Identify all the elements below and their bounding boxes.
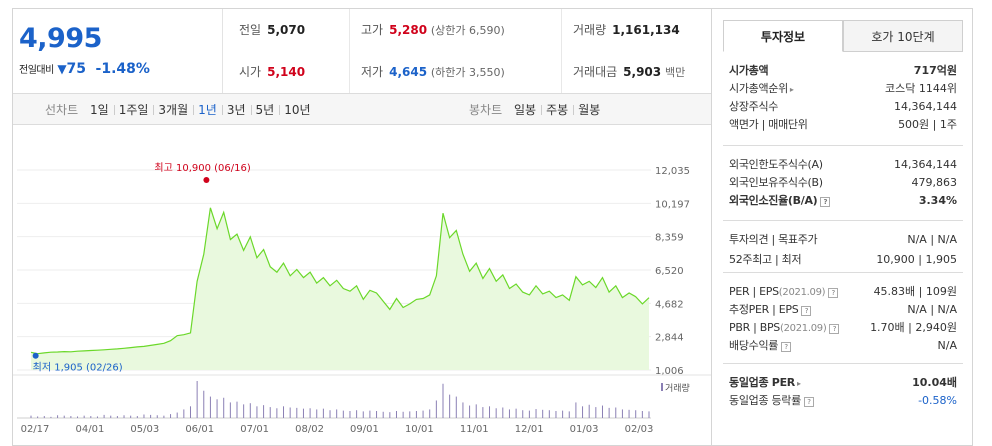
industry-section: 동일업종 PER ▸ 10.04배 동일업종 등락률? -0.58%: [723, 363, 963, 407]
help-icon[interactable]: ?: [803, 397, 814, 407]
foreign-ratio-row: 외국인소진율(B/A)? 3.34%: [729, 194, 957, 207]
trade-value: 거래대금 5,903 백만: [561, 51, 713, 93]
period-option-2[interactable]: 3개월: [153, 94, 193, 126]
help-icon[interactable]: ?: [820, 197, 831, 207]
tab-order-book[interactable]: 호가 10단계: [843, 20, 963, 52]
industry-per-row[interactable]: 동일업종 PER ▸ 10.04배: [729, 376, 957, 389]
high-annotation: 최고 10,900 (06/16): [154, 162, 250, 174]
high-price: 고가 5,280 (상한가 6,590): [349, 9, 561, 51]
investment-info-panel: 투자정보 호가 10단계 시가총액 717억원 시가총액순위 ▸ 코스닥 1144위 …: [712, 8, 973, 446]
pbr-bps-row: PBR | BPS(2021.09)? 1.70배 | 2,940원: [729, 321, 957, 334]
summary-row-1: 전일 5,070 고가 5,280 (상한가 6,590) 거래량 1,161,134: [223, 9, 713, 51]
volume-legend: 거래량: [665, 382, 690, 394]
help-icon[interactable]: ?: [801, 306, 812, 316]
candle-option-2[interactable]: 월봉: [573, 94, 605, 126]
valuation-section: PER | EPS(2021.09)? 45.83배 | 109원 추정PER |…: [723, 272, 963, 352]
help-icon[interactable]: ?: [828, 288, 839, 298]
period-option-5[interactable]: 5년: [250, 94, 280, 126]
foreign-held-row: 외국인보유주식수(B) 479,863: [729, 176, 957, 189]
x-tick-label: 07/01: [240, 424, 269, 435]
down-arrow-icon: ▼: [57, 62, 67, 76]
y-tick-label: 10,197: [655, 199, 690, 210]
x-tick-label: 02/17: [21, 424, 50, 435]
industry-change-row: 동일업종 등락률? -0.58%: [729, 394, 957, 407]
x-tick-label: 10/01: [405, 424, 434, 435]
price-area: [31, 207, 649, 370]
price-chart[interactable]: 12,035 10,197 8,359 6,520 4,682 2,844 1,006 최고 …: [13, 126, 711, 446]
foreign-limit-row: 외국인한도주식수(A) 14,364,144: [729, 158, 957, 171]
opinion-section: 투자의견 | 목표주가 N/A | N/A 52주최고 | 최저 10,900 | …: [723, 220, 963, 266]
period-option-4[interactable]: 3년: [221, 94, 251, 126]
candle-option-0[interactable]: 일봉: [514, 103, 537, 117]
x-tick-label: 01/03: [570, 424, 599, 435]
listed-shares-row: 상장주식수 14,364,144: [729, 100, 957, 113]
price-summary: 전일 5,070 고가 5,280 (상한가 6,590) 거래량 1,161,134…: [223, 9, 713, 93]
y-tick-label: 2,844: [655, 333, 684, 344]
candle-chart-label: 봉차트: [469, 103, 503, 117]
period-option-6[interactable]: 10년: [279, 94, 315, 126]
price-change: 전일대비 ▼75 -1.48%: [19, 61, 150, 77]
volume: 거래량 1,161,134: [561, 9, 713, 51]
candle-period-selector: 일봉 주봉 월봉: [509, 94, 605, 126]
period-option-3[interactable]: 1년: [193, 94, 222, 126]
low-price: 저가 4,645 (하한가 3,550): [349, 51, 561, 93]
help-icon[interactable]: ?: [781, 342, 792, 352]
market-cap-row: 시가총액 717억원: [729, 64, 957, 77]
per-eps-row: PER | EPS(2021.09)? 45.83배 | 109원: [729, 285, 957, 298]
opinion-row: 투자의견 | 목표주가 N/A | N/A: [729, 233, 957, 246]
low-marker: [32, 352, 39, 359]
market-cap-rank-row[interactable]: 시가총액순위 ▸ 코스닥 1144위: [729, 82, 957, 95]
change-label: 전일대비: [19, 65, 54, 76]
chart-period-bar: 선차트 1일 1주일 3개월 1년 3년 5년 10년 봉차트 일봉 주봉 월봉: [13, 93, 711, 125]
y-tick-label: 6,520: [655, 266, 684, 277]
tab-investment-info[interactable]: 투자정보: [723, 20, 843, 52]
week52-row: 52주최고 | 최저 10,900 | 1,905: [729, 253, 957, 266]
x-tick-label: 12/01: [515, 424, 544, 435]
caret-right-icon: ▸: [789, 85, 794, 94]
low-annotation: 최저 1,905 (02/26): [33, 362, 123, 374]
price-line: [30, 207, 650, 355]
current-price: 4,995: [19, 23, 102, 54]
open-price: 시가 5,140: [239, 65, 306, 79]
current-price-box: 4,995 전일대비 ▼75 -1.48%: [13, 9, 223, 93]
period-option-0[interactable]: 1일: [90, 103, 109, 117]
caret-right-icon: ▸: [796, 379, 801, 388]
summary-row-2: 시가 5,140 저가 4,645 (하한가 3,550) 거래대금 5,903 백만: [223, 51, 713, 93]
y-tick-label: 12,035: [655, 166, 690, 177]
par-unit-row: 액면가 | 매매단위 500원 | 1주: [729, 118, 957, 131]
change-amount: 75: [66, 61, 87, 77]
period-option-1[interactable]: 1주일: [113, 94, 154, 126]
info-tabs: 투자정보 호가 10단계: [723, 20, 963, 52]
stock-chart-panel: 4,995 전일대비 ▼75 -1.48% 전일 5,070 고가 5,280 (상…: [12, 8, 712, 446]
x-tick-label: 08/02: [295, 424, 324, 435]
high-marker: [203, 177, 210, 183]
prev-close: 전일 5,070: [239, 23, 306, 37]
period-selector: 1일 1주일 3개월 1년 3년 5년 10년: [85, 94, 316, 126]
dividend-row: 배당수익률? N/A: [729, 339, 957, 352]
x-tick-label: 11/01: [460, 424, 489, 435]
y-tick-label: 1,006: [655, 366, 684, 377]
help-icon[interactable]: ?: [829, 324, 840, 334]
x-tick-label: 04/01: [75, 424, 104, 435]
line-chart-label: 선차트: [45, 103, 79, 117]
candle-option-1[interactable]: 주봉: [541, 94, 573, 126]
y-tick-label: 4,682: [655, 299, 684, 310]
change-percent: -1.48%: [95, 61, 150, 77]
x-tick-label: 09/01: [350, 424, 379, 435]
x-tick-label: 02/03: [625, 424, 654, 435]
est-per-eps-row: 추정PER | EPS? N/A | N/A: [729, 303, 957, 316]
x-tick-label: 05/03: [130, 424, 159, 435]
volume-legend-swatch: [661, 383, 663, 391]
info-table: 시가총액 717억원 시가총액순위 ▸ 코스닥 1144위 상장주식수 14,364,1…: [723, 52, 963, 442]
x-tick-label: 06/01: [185, 424, 214, 435]
y-tick-label: 8,359: [655, 233, 684, 244]
foreign-section: 외국인한도주식수(A) 14,364,144 외국인보유주식수(B) 479,863…: [723, 145, 963, 207]
